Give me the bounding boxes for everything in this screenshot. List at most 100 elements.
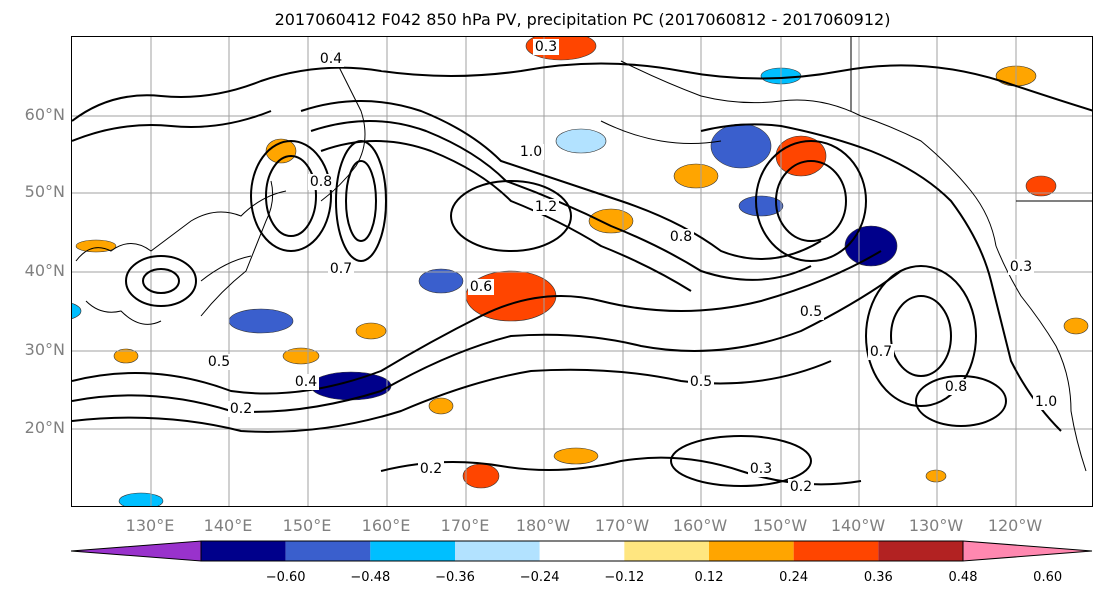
contour-label-bg	[468, 279, 494, 295]
longitude-label: 140°W	[830, 516, 886, 535]
precip-anomaly-blob	[738, 195, 784, 217]
precip-anomaly-blob	[118, 492, 164, 506]
contour-label: 0.4	[320, 51, 342, 67]
precip-anomaly-blob	[228, 308, 294, 334]
colorbar-segment	[878, 541, 963, 561]
contour-label: 1.0	[520, 144, 542, 160]
colorbar-tick-label: 0.12	[694, 570, 724, 585]
pv-contour	[265, 155, 317, 237]
contour-label: 0.3	[1010, 259, 1032, 275]
precip-anomaly-blob	[1025, 175, 1057, 197]
pv-contour	[380, 456, 862, 486]
pv-contour	[335, 140, 387, 262]
longitude-label: 170°E	[440, 516, 490, 535]
colorbar-tick-label: −0.12	[604, 570, 645, 585]
contour-label: 0.8	[310, 174, 332, 190]
pv-contour	[775, 160, 847, 242]
contour-label-bg	[533, 199, 559, 215]
map-panel: 0.2 0.3 0.4 0.5 0.6 0.7 0.8 1.0 1.2 0.8 0.5 0.3 0.2 0…	[71, 36, 1093, 507]
colorbar-segment	[793, 541, 879, 561]
precip-anomaly-blob	[844, 225, 898, 267]
pv-contour	[72, 62, 1092, 122]
contour-label-bg	[668, 229, 694, 245]
colorbar-segment	[201, 541, 286, 561]
contour-label: 0.5	[800, 304, 822, 320]
contour-label: 0.5	[208, 354, 230, 370]
colorbar-extend-low	[70, 540, 202, 562]
pv-contours	[72, 62, 1092, 487]
colorbar-segment	[539, 541, 625, 561]
graticule	[72, 37, 1092, 506]
pv-contour	[670, 435, 812, 487]
precip-anomaly-blob	[428, 397, 454, 415]
colorbar-segment	[709, 541, 794, 561]
contour-label-bg	[418, 461, 444, 477]
colorbar-tick-label: −0.60	[265, 570, 306, 585]
longitude-label: 120°W	[987, 516, 1043, 535]
precip-anomaly-blob	[553, 447, 599, 465]
contour-label-bg	[798, 304, 824, 320]
colorbar-extend-high	[962, 540, 1093, 562]
precip-anomaly-blob	[588, 208, 634, 234]
colorbar-tick-label: −0.36	[435, 570, 475, 585]
contour-label: 0.4	[295, 374, 317, 390]
longitude-label: 150°W	[752, 516, 808, 535]
precip-anomaly-blob	[282, 347, 320, 365]
contour-label-bg	[868, 344, 894, 360]
longitude-label: 130°W	[908, 516, 964, 535]
border-canada-us	[850, 37, 1092, 202]
pv-contour	[450, 180, 572, 252]
contour-label-bg	[533, 39, 559, 55]
colorbar	[70, 540, 1093, 566]
contour-label-bg	[688, 374, 714, 390]
contour-label-bg	[293, 374, 319, 390]
latitude-label: 50°N	[24, 182, 65, 201]
colorbar-segment	[455, 541, 540, 561]
contour-label-bg	[518, 144, 544, 160]
precip-anomaly-blob	[355, 322, 387, 340]
precip-anomaly-blob	[555, 128, 607, 154]
colorbar-segment	[370, 541, 455, 561]
pv-contour	[125, 255, 197, 307]
pv-contour	[890, 295, 952, 377]
contour-label: 1.0	[1035, 394, 1057, 410]
contour-label-bg	[318, 51, 344, 67]
coastline-alaska	[620, 60, 997, 247]
pv-contour	[300, 100, 822, 260]
contour-label: 0.3	[535, 39, 557, 55]
contour-label-bg	[943, 379, 969, 395]
contour-label-bg	[206, 354, 232, 370]
colorbar-tick-label: −0.48	[350, 570, 391, 585]
contour-label: 0.7	[330, 261, 352, 277]
precip-anomaly-blob	[72, 303, 82, 319]
precip-anomaly-blob	[673, 163, 719, 189]
colorbar-svg	[70, 540, 1093, 562]
latitude-label: 20°N	[24, 418, 65, 437]
contour-label-bg	[748, 461, 774, 477]
pv-contour	[72, 250, 882, 395]
precip-anomaly-blob	[925, 469, 947, 483]
contour-label: 1.2	[535, 199, 557, 215]
contour-label: 0.7	[870, 344, 892, 360]
precip-anomaly-blob	[1063, 317, 1089, 335]
pv-contour	[700, 123, 1062, 432]
pv-contour	[310, 120, 812, 281]
precip-anomaly-blob	[710, 123, 772, 169]
longitude-label: 130°E	[125, 516, 175, 535]
latitude-label: 30°N	[24, 340, 65, 359]
contour-label-bg	[1008, 259, 1034, 275]
coastline-kamchatka	[320, 50, 366, 202]
pv-contour	[755, 140, 867, 262]
latitude-label: 60°N	[24, 105, 65, 124]
map-canvas: 0.2 0.3 0.4 0.5 0.6 0.7 0.8 1.0 1.2 0.8 0.5 0.3 0.2 0…	[72, 37, 1092, 506]
pv-contour	[915, 375, 1007, 427]
precip-anomaly-blob	[462, 463, 500, 489]
contour-label: 0.2	[230, 401, 252, 417]
longitude-label: 170°W	[594, 516, 650, 535]
colorbar-tick-label: 0.24	[779, 570, 809, 585]
longitude-label: 180°W	[515, 516, 571, 535]
contour-label-bg	[328, 261, 354, 277]
contour-label: 0.6	[470, 279, 492, 295]
coastline-japan	[200, 180, 274, 317]
precip-anomaly-blob	[418, 268, 464, 294]
